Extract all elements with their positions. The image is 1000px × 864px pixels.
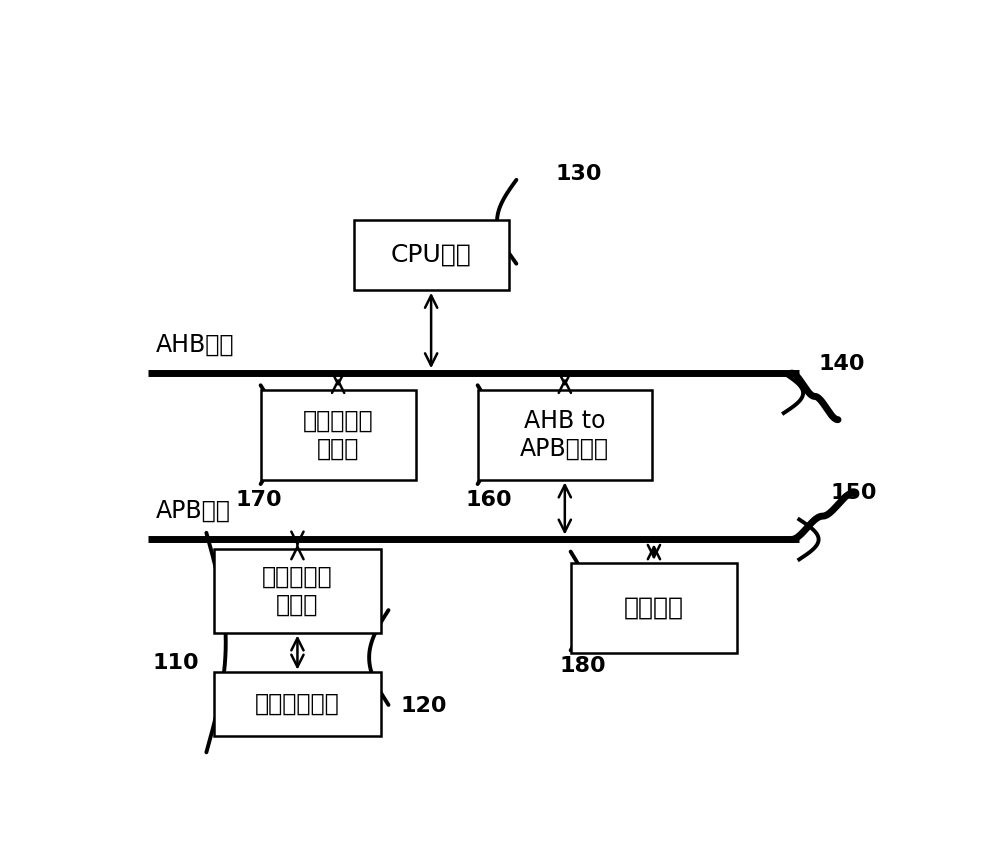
Text: APB总线: APB总线 — [156, 499, 231, 523]
Text: 安全模块: 安全模块 — [624, 595, 684, 619]
Bar — [354, 220, 509, 290]
Text: AHB to
APB总线桥: AHB to APB总线桥 — [520, 409, 609, 461]
Text: 120: 120 — [400, 696, 447, 715]
Text: AHB总线: AHB总线 — [156, 333, 234, 357]
Bar — [478, 390, 652, 480]
Text: 非接模块协
处理器: 非接模块协 处理器 — [262, 565, 333, 617]
Text: 110: 110 — [152, 652, 199, 672]
Text: 150: 150 — [830, 483, 877, 503]
Text: CPU内核: CPU内核 — [391, 243, 472, 267]
Text: 130: 130 — [555, 163, 602, 183]
Text: 非接通信模块: 非接通信模块 — [255, 692, 340, 716]
Bar — [214, 550, 381, 632]
Bar — [571, 562, 737, 652]
Text: 160: 160 — [466, 490, 513, 510]
Text: 140: 140 — [819, 354, 865, 374]
Text: 全局时钟管
理模块: 全局时钟管 理模块 — [303, 409, 373, 461]
Bar — [214, 672, 381, 736]
Text: 170: 170 — [235, 490, 282, 510]
Text: 180: 180 — [559, 656, 606, 676]
Bar — [261, 390, 416, 480]
